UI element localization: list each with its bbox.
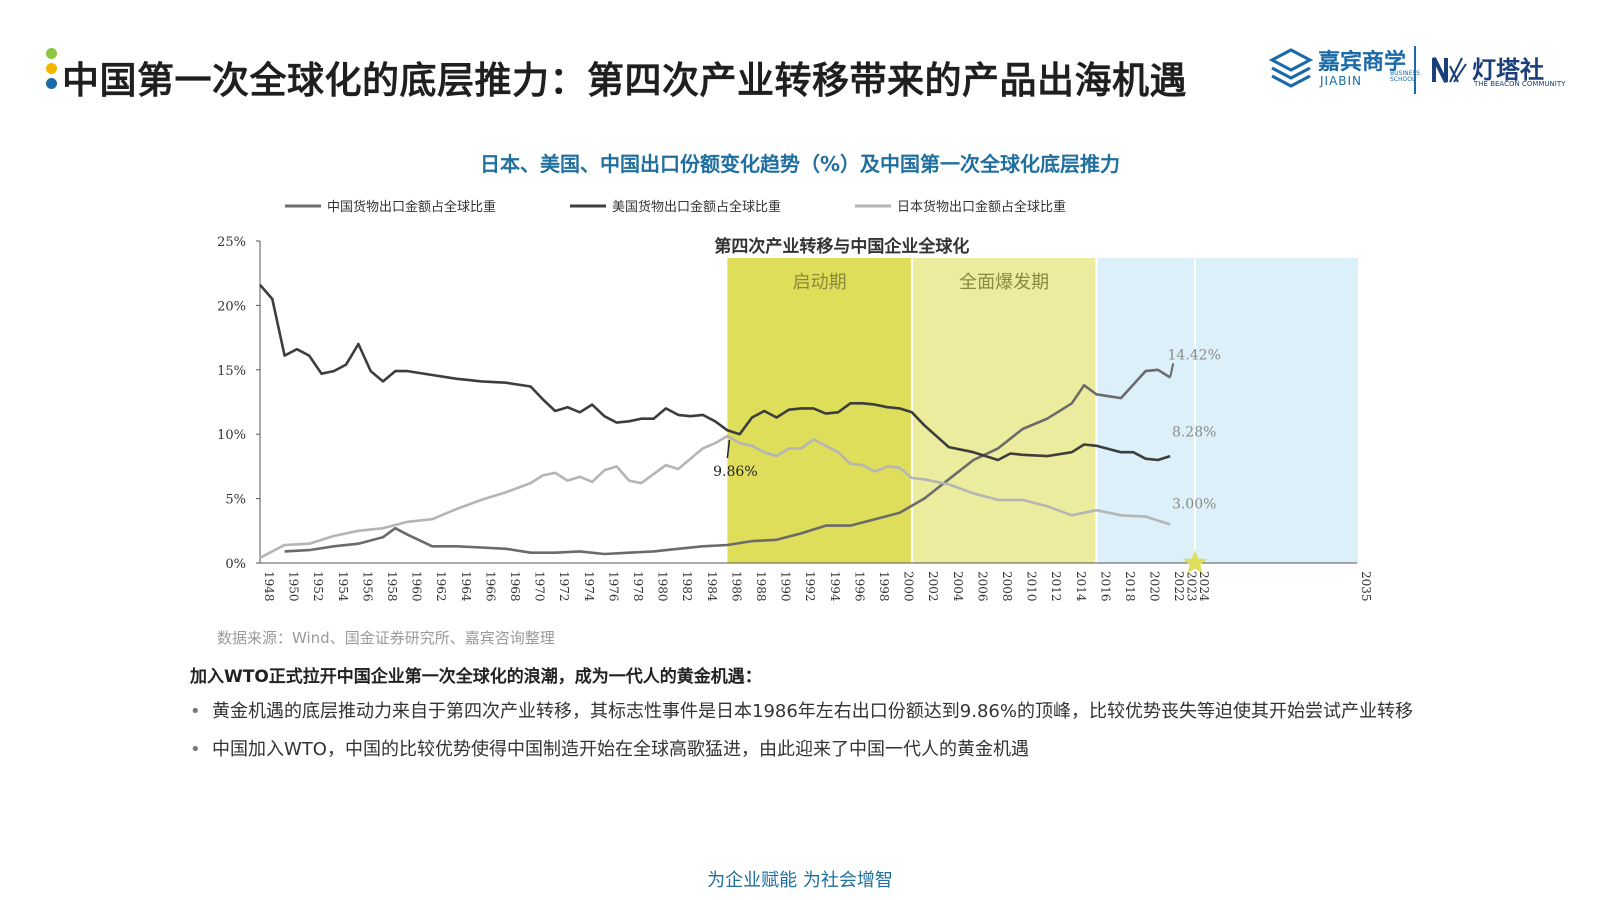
x-tick-label: 2020 [1148,571,1162,602]
x-tick-label: 2008 [1000,571,1014,602]
page-title: 中国第一次全球化的底层推力：第四次产业转移带来的产品出海机遇 [62,59,1187,102]
x-tick-label: 1950 [287,571,301,602]
x-tick-label: 1986 [729,571,743,602]
x-tick-label: 2016 [1098,571,1112,602]
footer-slogan: 为企业赋能 为社会增智 [707,870,893,891]
x-tick-label: 1980 [656,571,670,602]
x-tick-label: 1962 [434,571,448,602]
x-tick-label: 1960 [410,571,424,602]
bullet-text: 黄金机遇的底层推动力来自于第四次产业转移，其标志性事件是日本1986年左右出口份… [212,701,1413,722]
period-startup-label: 启动期 [793,272,847,293]
x-tick-label: 1972 [557,571,571,602]
summary-lead: 加入WTO正式拉开中国企业第一次全球化的浪潮，成为一代人的黄金机遇： [190,667,762,687]
jiabin-logo-en: JIABIN [1320,74,1363,88]
x-tick-label: 2006 [975,571,989,602]
x-tick-label: 2022 [1172,571,1186,602]
x-tick-label: 2000 [902,571,916,602]
logo-divider [1414,46,1416,94]
bullet-list: • 黄金机遇的底层推动力来自于第四次产业转移，其标志性事件是日本1986年左右出… [190,695,1460,771]
x-tick-label: 2018 [1123,571,1137,602]
x-tick-label: 1976 [606,571,620,602]
y-tick-label: 5% [225,493,246,508]
x-tick-label: 2004 [951,571,965,602]
x-tick-label: 1974 [582,571,596,602]
x-tick-label: 1954 [336,571,350,602]
x-tick-label: 1978 [631,571,645,602]
series-line-china [284,368,1171,556]
x-tick-label: 1988 [754,571,768,602]
x-tick-label: 1948 [262,571,276,602]
x-tick-label: 1996 [852,571,866,602]
band-burst-period [912,258,1096,563]
beacon-logo-en: THE BEACON COMMUNITY [1474,80,1566,88]
jiabin-logo-cn: 嘉宾商学 [1318,50,1407,75]
y-tick-label: 25% [217,235,246,250]
period-burst-label: 全面爆发期 [959,272,1049,293]
annotation-end-value: 8.28% [1172,424,1216,440]
blue-dot [46,78,57,89]
y-tick-label: 15% [217,364,246,379]
jiabin-logo-en2: BUSINESS SCHOOL [1390,70,1420,83]
x-tick-label: 1956 [360,571,374,602]
x-tick-label: 1968 [508,571,522,602]
data-source: 数据来源：Wind、国金证券研究所、嘉宾咨询整理 [217,629,555,647]
x-tick-label: 2024 [1197,571,1211,602]
x-tick-label: 2012 [1049,571,1063,602]
x-tick-label: 2010 [1025,571,1039,602]
y-tick-label: 0% [225,557,246,572]
legend-label-usa: 美国货物出口金额占全球比重 [612,199,781,215]
x-tick-label: 1952 [311,571,325,602]
bullet-symbol: • [190,739,201,760]
x-tick-label: 1970 [533,571,547,602]
annotation-japan-peak: 9.86% [713,464,757,480]
series-line-japan [259,434,1171,559]
x-tick-label: 1994 [828,571,842,602]
bullet-symbol: • [190,701,201,722]
bullet-text: 中国加入WTO，中国的比较优势使得中国制造开始在全球高歌猛进，由此迎来了中国一代… [212,739,1029,760]
y-tick-label: 10% [217,428,246,443]
legend-label-japan: 日本货物出口金额占全球比重 [897,199,1066,215]
x-tick-label: 1992 [803,571,817,602]
band-future-period [1097,258,1359,563]
x-tick-label: 1998 [877,571,891,602]
period-group-label: 第四次产业转移与中国企业全球化 [714,236,969,257]
series-line-usa [259,283,1171,462]
x-tick-label: 1966 [483,571,497,602]
x-tick-label: 2023 [1185,571,1199,602]
green-dot [46,48,57,59]
x-tick-label: 1958 [385,571,399,602]
beacon-logo-icon [1432,57,1467,83]
x-tick-label: 1990 [779,571,793,602]
bullet-item: • 黄金机遇的底层推动力来自于第四次产业转移，其标志性事件是日本1986年左右出… [190,695,1460,729]
x-tick-label: 2035 [1359,571,1373,602]
y-tick-label: 20% [217,299,246,314]
x-tick-label: 1984 [705,571,719,602]
beacon-logo-cn: 灯塔社 [1472,55,1544,84]
annotation-end-value: 3.00% [1172,496,1216,512]
annotation-leader [726,439,731,459]
x-tick-label: 1964 [459,571,473,602]
x-tick-label: 2002 [926,571,940,602]
x-tick-label: 2014 [1074,571,1088,602]
title-dots [46,48,58,93]
beacon-logo: 灯塔社 THE BEACON COMMUNITY [1432,52,1566,92]
x-tick-label: 1982 [680,571,694,602]
jiabin-logo: 嘉宾商学 JIABIN BUSINESS SCHOOL [1268,44,1420,96]
legend-label-china: 中国货物出口金额占全球比重 [327,199,496,215]
annotation-end-value: 14.42% [1168,347,1221,363]
bullet-item: • 中国加入WTO，中国的比较优势使得中国制造开始在全球高歌猛进，由此迎来了中国… [190,733,1460,767]
jiabin-logo-icon [1268,48,1314,88]
star-marker [1182,550,1208,574]
chart-title: 日本、美国、中国出口份额变化趋势（%）及中国第一次全球化底层推力 [479,152,1121,176]
yellow-dot [46,63,57,74]
annotation-leader [1169,363,1175,378]
